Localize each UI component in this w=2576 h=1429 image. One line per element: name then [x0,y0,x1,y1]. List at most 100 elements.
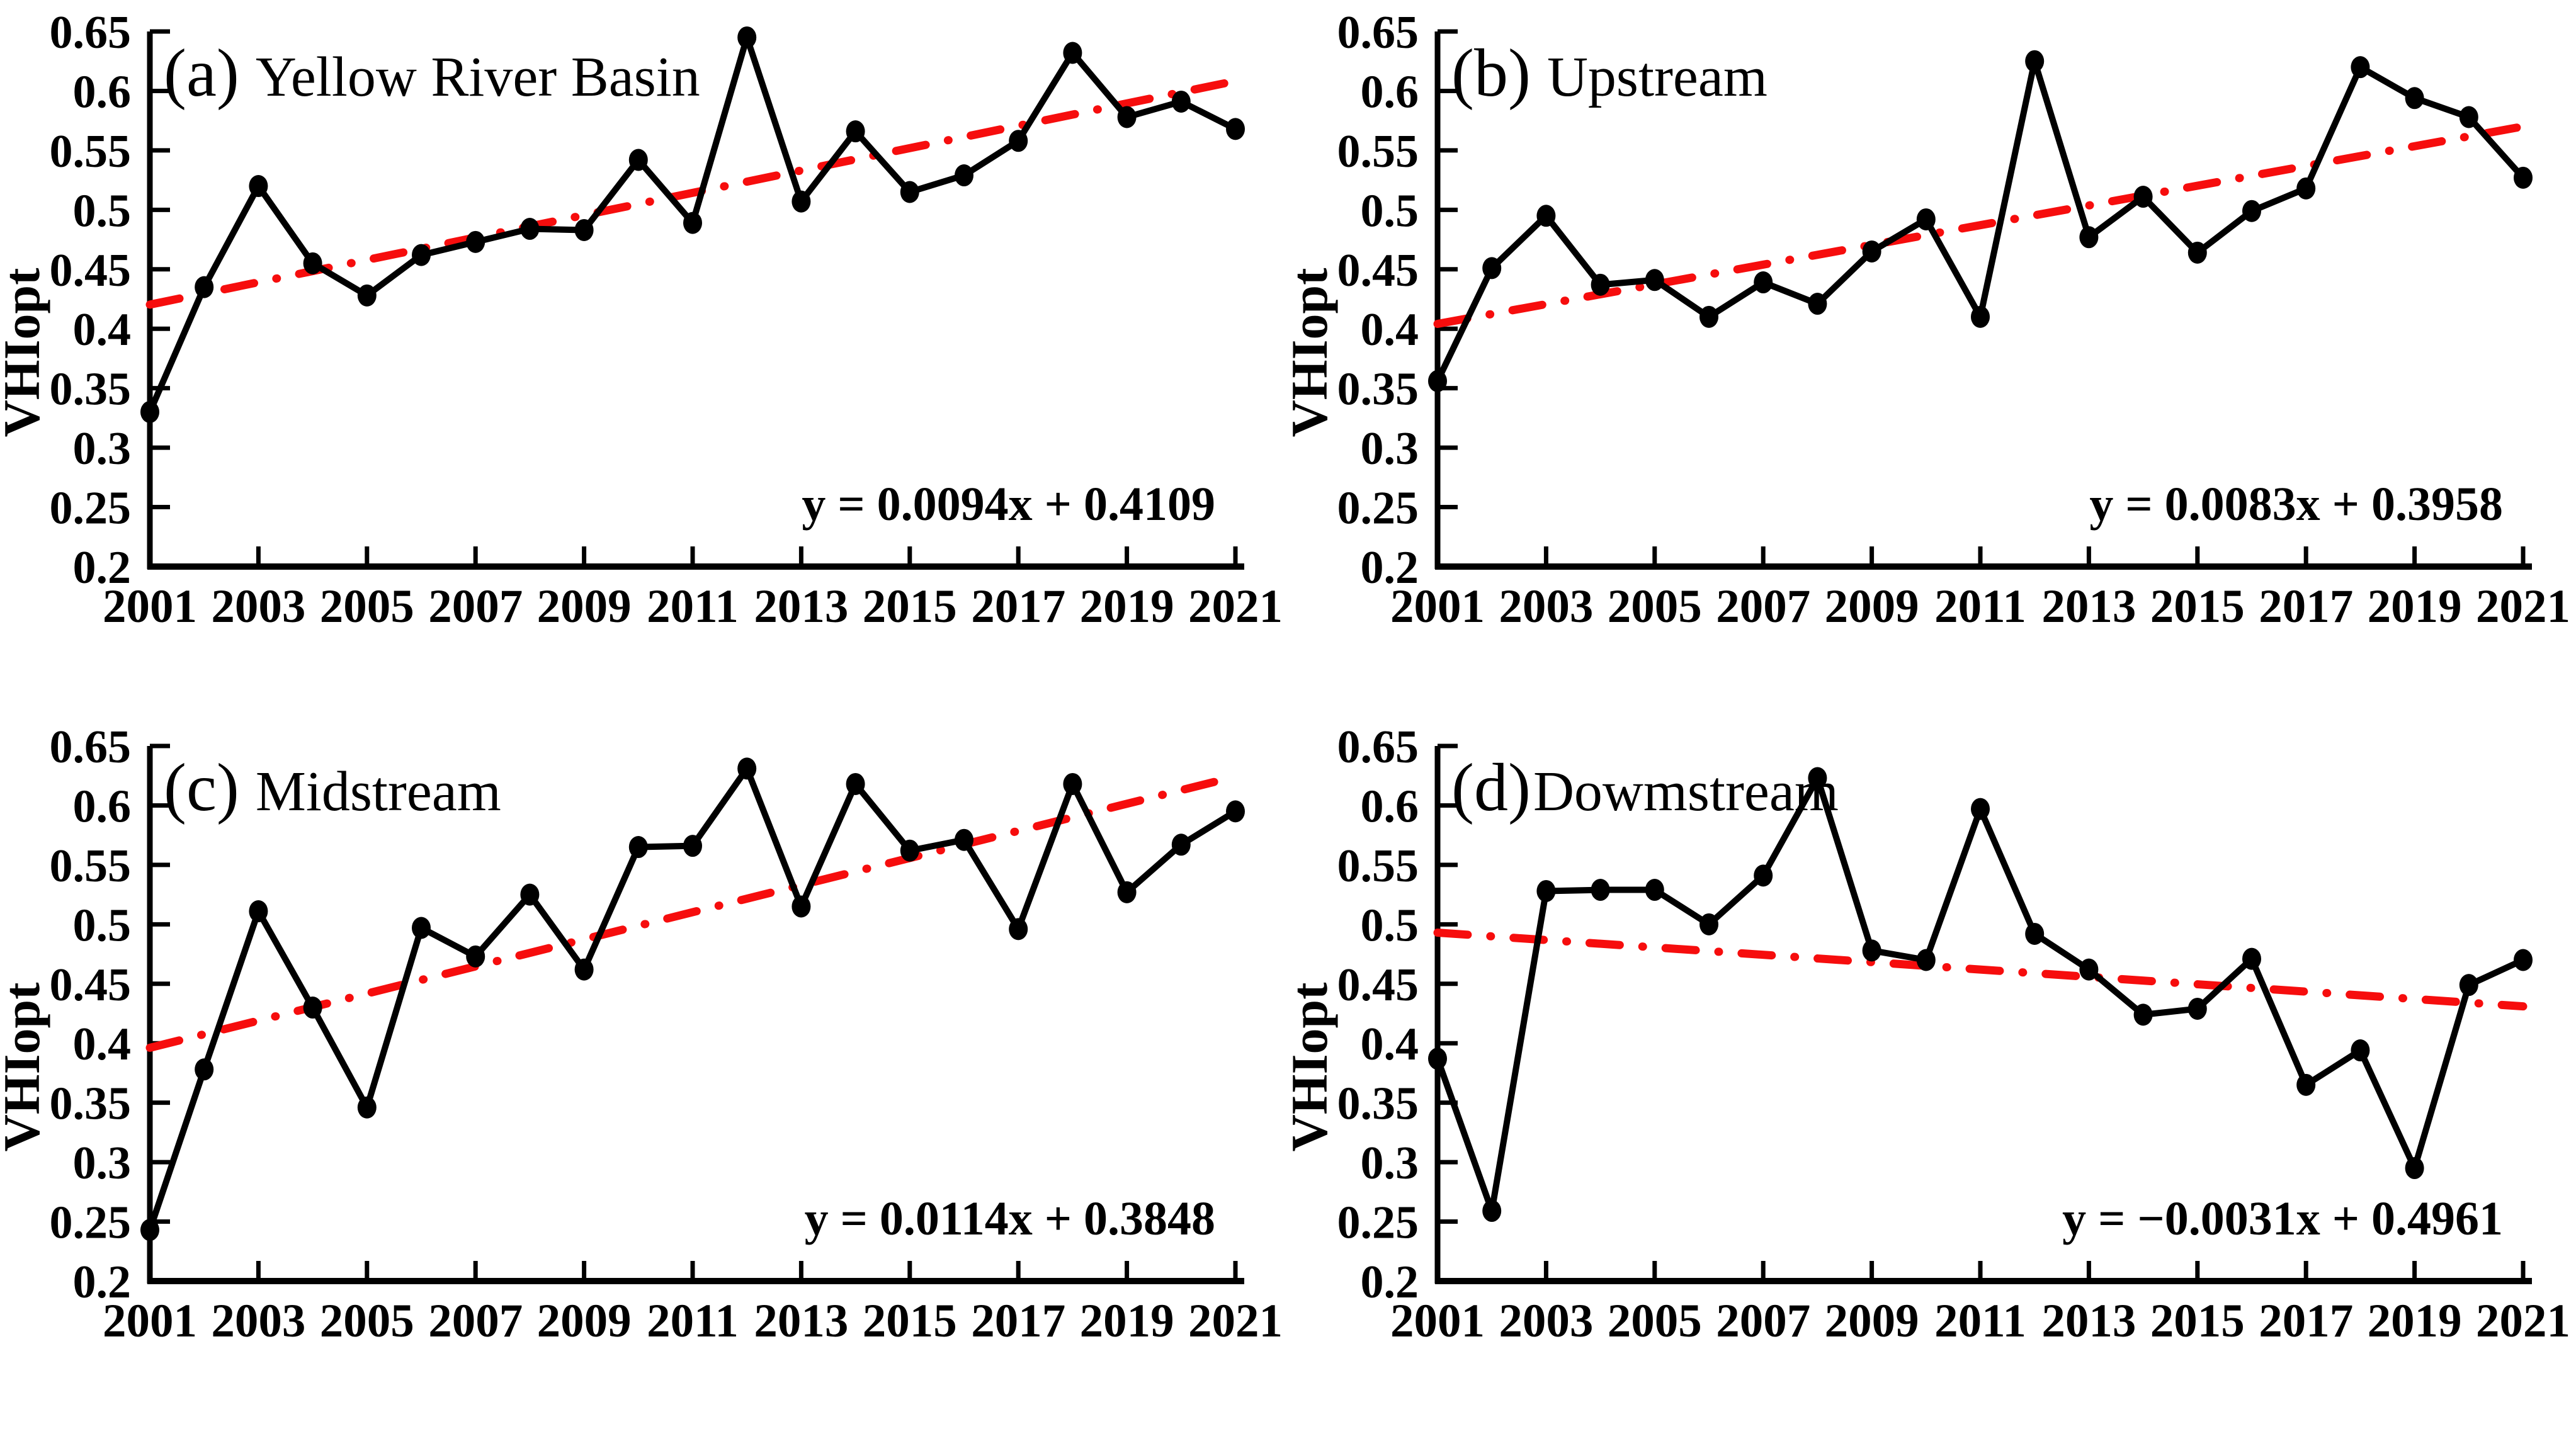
trend-equation: y = 0.0094x + 0.4109 [802,478,1215,531]
panel-title: (b) Upstream [1451,36,1767,111]
data-point [2405,1157,2424,1180]
data-point [1645,879,1664,901]
x-tick-label: 2011 [1934,580,2026,633]
y-tick-label: 0.35 [1337,1078,1419,1130]
data-point [574,958,594,981]
data-point [2351,56,2370,79]
panel-letter: (b) [1451,36,1531,111]
trend-line [1433,122,2528,328]
panel-region-name: Yellow River Basin [256,46,700,108]
data-point [1754,271,1773,294]
data-point [683,212,702,234]
x-tick-label: 2019 [1080,580,1174,633]
data-point [2242,200,2261,222]
data-point [140,1219,159,1241]
data-point [955,164,973,187]
data-point [520,883,540,906]
data-point [1699,305,1718,328]
chart-panel-a: 0.2 0.25 0.3 0.35 0.4 0.45 0.5 0.55 0.6 0.65 2001 2… [0,0,1288,714]
y-tick-label: 0.35 [50,1078,132,1130]
data-point [2296,177,2316,200]
panel-title: (a) Yellow River Basin [164,36,700,111]
x-tick-label: 2015 [2150,1295,2245,1347]
y-tick-label: 0.3 [73,423,132,475]
data-point [1536,879,1556,902]
data-point [2351,1039,2370,1062]
x-tick-label: 2013 [2041,580,2136,633]
data-point [2405,87,2424,110]
x-tick-label: 2015 [863,580,957,633]
data-point [574,218,594,241]
trend-line [1433,929,2528,1011]
data-point [1971,305,1990,328]
y-tick-label: 0.65 [50,7,132,59]
data-point [2079,958,2099,981]
y-tick-label: 0.25 [50,483,132,534]
y-tick-label: 0.25 [1337,1197,1419,1249]
x-tick-label: 2007 [428,1295,523,1347]
y-tick-label: 0.55 [50,126,132,178]
trend-equation: y = −0.0031x + 0.4961 [2062,1192,2503,1245]
data-point [2025,50,2045,72]
x-tick-label: 2001 [103,580,197,633]
y-tick-label: 0.6 [1361,66,1419,118]
data-point [2079,226,2099,249]
x-tick-label: 2009 [537,580,632,633]
data-point [2025,922,2045,945]
data-point [1808,767,1827,789]
x-tick-label: 2005 [320,580,414,633]
y-axis-title: VHIopt [1288,983,1338,1152]
data-point [628,836,648,859]
y-tick-label: 0.45 [1337,959,1419,1011]
data-point [792,190,811,213]
data-point [1591,273,1610,296]
data-point [1536,205,1556,227]
x-tick-label: 2005 [1608,580,1702,633]
y-tick-label: 0.45 [50,245,132,297]
data-point [303,997,322,1019]
y-tick-label: 0.4 [73,304,132,356]
data-point [357,1096,377,1119]
y-tick-label: 0.5 [73,900,132,951]
x-tick-label: 2021 [1188,1295,1283,1347]
data-point [1971,798,1990,820]
y-tick-label: 0.65 [1337,721,1419,773]
data-point [900,839,919,862]
y-tick-label: 0.2 [73,542,132,594]
data-point [1117,106,1137,128]
x-tick-label: 2017 [971,580,1065,633]
data-point [195,1058,214,1081]
data-point [2459,106,2478,128]
x-tick-label: 2007 [1716,580,1810,633]
data-point [303,252,322,274]
data-point [737,26,757,48]
data-point [955,828,973,851]
data-point [2187,997,2207,1020]
y-tick-label: 0.2 [73,1257,132,1308]
data-point [140,400,159,423]
data-point [1591,879,1610,901]
x-tick-label: 2013 [754,1295,848,1347]
data-point [1699,913,1718,935]
chart-svg-a: 0.2 0.25 0.3 0.35 0.4 0.45 0.5 0.55 0.6 0.65 2001 2… [0,7,1283,633]
x-tick-label: 2021 [1188,580,1283,633]
x-tick-label: 2005 [320,1295,414,1347]
data-point [2187,241,2207,264]
y-tick-label: 0.65 [1337,7,1419,59]
y-tick-label: 0.35 [50,364,132,415]
panel-letter: (a) [164,36,239,111]
x-tick-label: 2003 [1499,580,1593,633]
data-point [2242,947,2261,970]
data-point [846,772,865,795]
y-tick-label: 0.5 [73,185,132,237]
panel-title: (d)Dowmstream [1451,750,1839,825]
data-point [2514,166,2533,189]
data-point [1916,949,1936,971]
x-tick-label: 2019 [2368,1295,2462,1347]
data-point [1428,370,1447,392]
x-tick-label: 2007 [428,580,523,633]
x-tick-label: 2003 [1499,1295,1593,1347]
y-tick-label: 0.55 [1337,840,1419,892]
y-tick-label: 0.25 [1337,483,1419,534]
